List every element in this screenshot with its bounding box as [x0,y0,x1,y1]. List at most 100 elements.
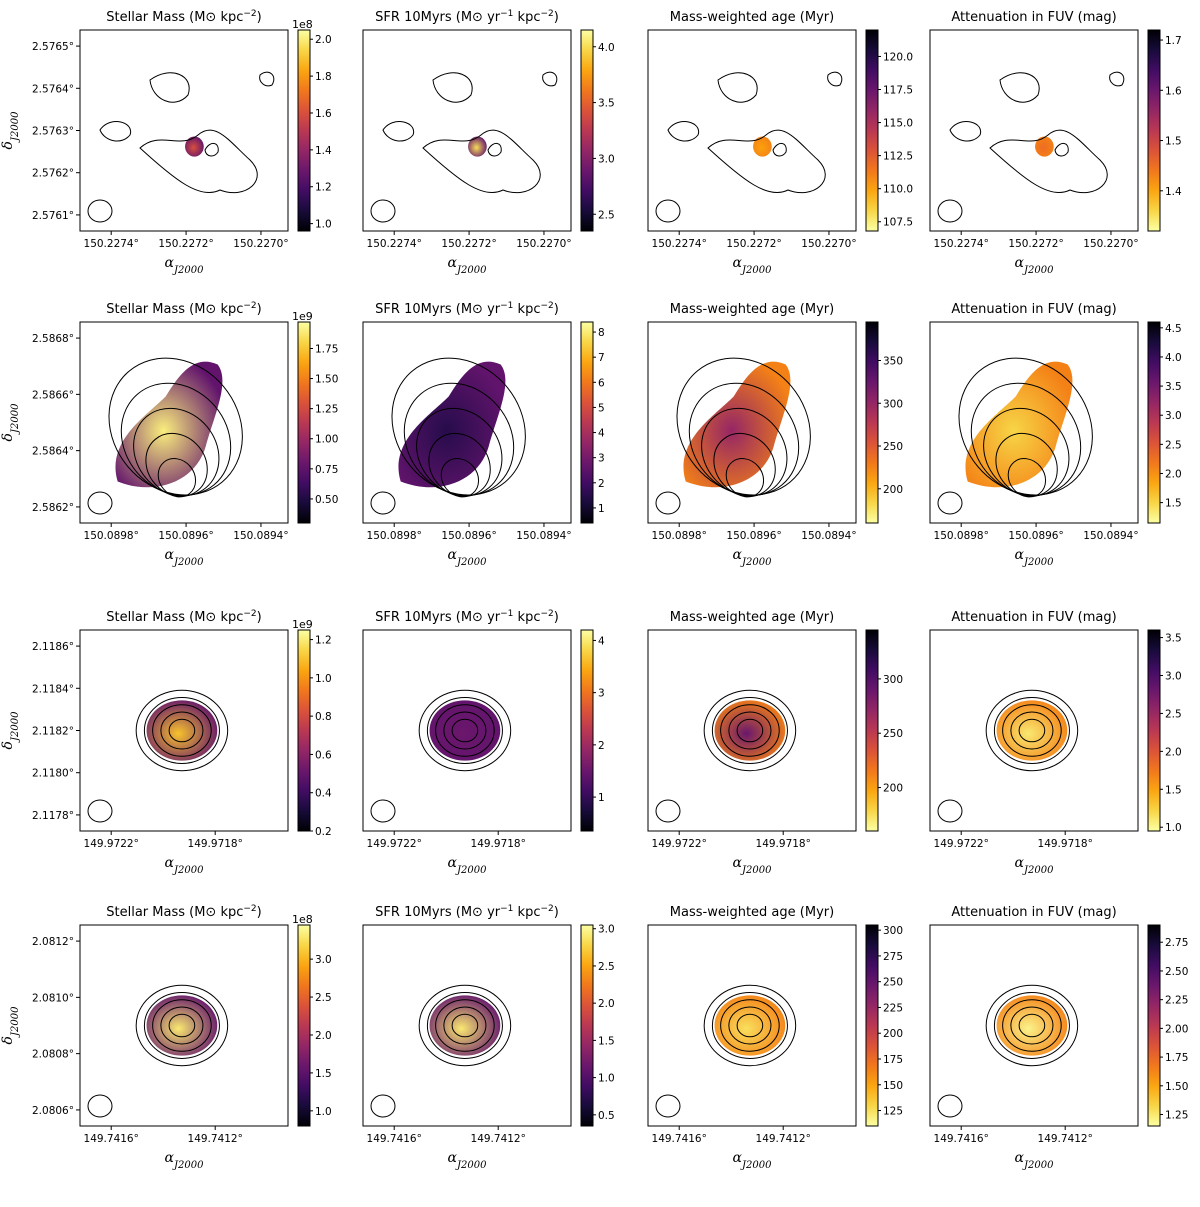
colorbar-tick-label: 2.0 [1165,468,1182,480]
x-tick-label: 149.9718° [756,838,811,850]
panel-title: Mass-weighted age (Myr) [670,610,834,625]
colorbar [865,321,879,524]
beam-ellipse [87,491,113,515]
panel-r0-c1: SFR 10Myrs (M⊙ yr−1 kpc−2) 150.2274° 150.2… [362,9,615,276]
y-axis-label: δJ2000 [0,403,21,442]
colorbar-tick-label: 250 [883,977,903,989]
x-tick-label: 149.7412° [756,1133,811,1145]
panel-r0-c2: Mass-weighted age (Myr) 150.2274° 150.2272… [647,10,913,276]
source-emission-map [146,700,218,761]
y-tick-label: 2.5764° [32,83,74,95]
colorbar-exponent: 1e8 [292,18,313,31]
source-emission-map [996,700,1068,761]
beam-ellipse [937,799,963,823]
y-tick-label: 2.0808° [32,1049,74,1061]
colorbar [1147,629,1161,832]
y-tick-label: 2.5762° [32,168,74,180]
x-axis-label: αJ2000 [448,547,488,568]
contours [703,984,797,1067]
colorbar-tick-label: 3.5 [1165,381,1182,393]
contours [985,984,1079,1067]
colorbar-tick-label: 250 [883,728,903,740]
colorbar-tick-label: 1.0 [598,1073,615,1085]
x-tick-label: 149.9718° [188,838,243,850]
panel-r3-c1: SFR 10Myrs (M⊙ yr−1 kpc−2) 149.7416° 149.7… [362,904,615,1171]
x-tick-label: 150.0898° [652,530,707,542]
colorbar-tick-label: 1.0 [315,219,332,231]
colorbar-tick-label: 0.50 [315,494,338,506]
beam-ellipse [655,799,681,823]
colorbar-tick-label: 1.6 [315,108,332,120]
colorbar-tick-label: 8 [598,327,605,339]
x-tick-label: 150.0898° [367,530,422,542]
colorbar-tick-label: 1.0 [1165,822,1182,834]
panel-r3-c0: Stellar Mass (M⊙ kpc−2) 149.7416° 149.7412… [0,904,332,1171]
colorbar-tick-label: 1.5 [1165,784,1182,796]
contours [99,71,275,194]
colorbar-tick-label: 4 [598,428,605,440]
image-frame [647,29,857,232]
panel-r3-c3: Attenuation in FUV (mag) 149.7416° 149.741… [929,905,1188,1171]
contours [418,689,512,772]
colorbar-tick-label: 2.5 [598,209,615,221]
x-tick-label: 150.0898° [934,530,989,542]
panel-r1-c2: Mass-weighted age (Myr) 150.0898° 150.0896… [647,302,903,568]
y-tick-label: 2.5868° [32,333,74,345]
colorbar-tick-label: 1.6 [1165,85,1182,97]
contours [958,357,1093,498]
contours [418,984,512,1067]
panel-r1-c3: Attenuation in FUV (mag) 150.0898° 150.089… [929,302,1182,568]
colorbar-tick-label: 150 [883,1080,903,1092]
source-emission-map [753,136,772,157]
colorbar-tick-label: 1.50 [1165,1081,1188,1093]
colorbar-tick-label: 1 [598,792,605,804]
image-frame [79,29,289,232]
colorbar-tick-label: 1.75 [1165,1052,1188,1064]
colorbar-exponent: 1e8 [292,913,313,926]
panel-title: SFR 10Myrs (M⊙ yr−1 kpc−2) [375,9,559,25]
colorbar-exponent: 1e9 [292,310,313,323]
y-tick-label: 2.5862° [32,502,74,514]
contours [949,71,1125,194]
colorbar-tick-label: 0.8 [315,711,332,723]
colorbar-tick-label: 2.0 [315,34,332,46]
beam-ellipse [87,199,113,223]
source-emission-map [965,361,1073,488]
colorbar-tick-label: 0.6 [315,749,332,761]
colorbar-tick-label: 200 [883,783,903,795]
colorbar-tick-label: 0.75 [315,464,338,476]
colorbar-tick-label: 2.5 [1165,708,1182,720]
colorbar [297,924,311,1127]
x-tick-label: 150.0896° [726,530,781,542]
x-tick-label: 150.2272° [1008,238,1063,250]
panel-title: Mass-weighted age (Myr) [670,905,834,920]
x-tick-label: 150.0894° [1083,530,1138,542]
x-tick-label: 149.7412° [471,1133,526,1145]
colorbar-tick-label: 3.5 [598,98,615,110]
panel-title: Mass-weighted age (Myr) [670,10,834,25]
colorbar-tick-label: 1.5 [1165,136,1182,148]
y-tick-label: 2.1182° [32,726,74,738]
colorbar-tick-label: 4.5 [1165,323,1182,335]
beam-ellipse [937,491,963,515]
panel-r2-c0: Stellar Mass (M⊙ kpc−2) 149.9722° 149.9718… [0,609,332,876]
colorbar-tick-label: 1.4 [1165,186,1182,198]
source-emission-map [714,700,786,761]
colorbar-tick-label: 1.7 [1165,35,1182,47]
colorbar-tick-label: 1.5 [1165,498,1182,510]
panel-r2-c2: Mass-weighted age (Myr) 149.9722° 149.9718… [647,610,903,876]
colorbar-tick-label: 225 [883,1002,903,1014]
colorbar-tick-label: 2.5 [315,992,332,1004]
contours [985,689,1079,772]
source-emission-map [185,136,204,157]
source-emission-map [146,995,218,1056]
panel-r0-c3: Attenuation in FUV (mag) 150.2274° 150.227… [929,10,1182,276]
beam-ellipse [370,1094,396,1118]
colorbar [297,29,311,232]
colorbar-tick-label: 2.5 [1165,439,1182,451]
x-tick-label: 149.9722° [652,838,707,850]
colorbar-tick-label: 3.0 [1165,671,1182,683]
x-axis-label: αJ2000 [733,855,773,876]
contours [135,689,229,772]
